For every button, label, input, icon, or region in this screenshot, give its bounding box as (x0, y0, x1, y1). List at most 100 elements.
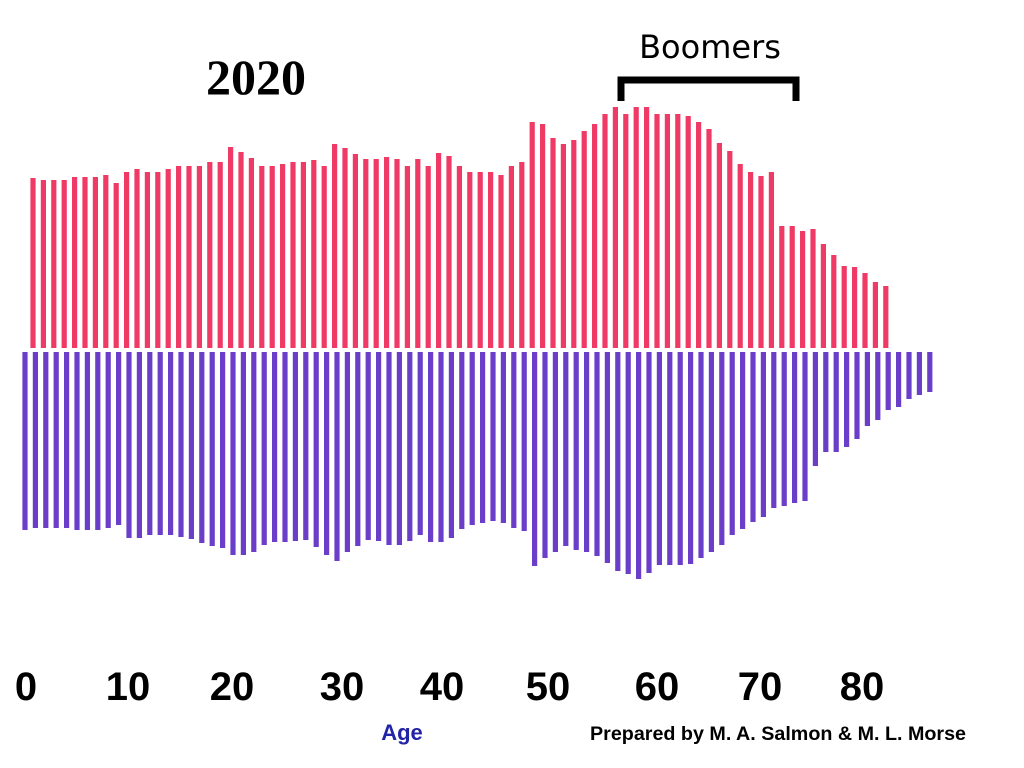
x-tick-label-40: 40 (420, 665, 465, 709)
bar-bottom-age-59 (636, 352, 642, 579)
bar-bottom-age-76 (812, 352, 818, 466)
bar-top-age-11 (144, 172, 150, 348)
bar-top-age-74 (800, 231, 806, 348)
bar-top-age-22 (259, 166, 265, 348)
bar-top-age-47 (519, 162, 525, 348)
bar-top-age-10 (134, 169, 140, 348)
bar-bottom-age-7 (95, 352, 101, 530)
bar-bottom-age-50 (542, 352, 548, 558)
bottom-series-bars (22, 352, 933, 579)
bar-bottom-age-87 (927, 352, 933, 392)
bar-top-age-3 (61, 180, 67, 348)
bar-bottom-age-0 (22, 352, 28, 530)
bar-top-age-52 (571, 140, 577, 348)
bar-top-age-0 (30, 178, 36, 348)
bar-bottom-age-30 (334, 352, 340, 561)
bar-top-age-19 (228, 147, 234, 348)
bar-top-age-2 (51, 180, 57, 348)
bar-bottom-age-6 (84, 352, 90, 530)
bar-top-age-82 (883, 286, 889, 348)
bar-bottom-age-68 (729, 352, 735, 535)
bar-top-age-38 (425, 166, 431, 348)
bar-top-age-28 (321, 166, 327, 348)
bar-top-age-56 (612, 107, 618, 348)
bar-bottom-age-52 (563, 352, 569, 546)
bar-top-age-69 (748, 172, 754, 348)
bar-bottom-age-31 (344, 352, 350, 552)
bar-bottom-age-13 (157, 352, 163, 535)
bar-top-age-58 (633, 107, 639, 348)
bar-top-age-80 (862, 273, 868, 348)
bar-top-age-67 (727, 151, 733, 348)
x-tick-label-30: 30 (320, 665, 365, 709)
bar-bottom-age-81 (864, 352, 870, 426)
bar-top-age-14 (176, 166, 182, 348)
bar-bottom-age-79 (844, 352, 850, 447)
bar-bottom-age-39 (428, 352, 434, 542)
bar-top-age-40 (446, 156, 452, 348)
bar-bottom-age-3 (53, 352, 59, 528)
bar-bottom-age-74 (792, 352, 798, 503)
bar-bottom-age-41 (448, 352, 454, 538)
bar-bottom-age-83 (885, 352, 891, 410)
bar-top-age-35 (394, 159, 400, 348)
bar-bottom-age-25 (282, 352, 288, 542)
x-axis-title: Age (381, 720, 423, 745)
bar-top-age-73 (789, 226, 795, 348)
bar-top-age-36 (404, 166, 410, 348)
bar-bottom-age-29 (324, 352, 330, 555)
bar-bottom-age-9 (116, 352, 122, 525)
bar-bottom-age-49 (532, 352, 538, 566)
bar-top-age-77 (831, 255, 837, 348)
bar-top-age-42 (467, 172, 473, 348)
x-tick-label-50: 50 (526, 665, 571, 709)
bar-top-age-48 (529, 122, 535, 348)
bar-bottom-age-61 (656, 352, 662, 565)
bar-top-age-1 (40, 180, 46, 348)
bar-bottom-age-55 (594, 352, 600, 556)
bar-top-age-75 (810, 229, 816, 348)
bar-bottom-age-42 (459, 352, 465, 529)
bar-top-age-57 (623, 114, 629, 348)
bar-bottom-age-28 (313, 352, 319, 547)
bar-bottom-age-32 (355, 352, 361, 546)
credit-text: Prepared by M. A. Salmon & M. L. Morse (590, 724, 966, 745)
bar-bottom-age-66 (708, 352, 714, 552)
bar-bottom-age-64 (688, 352, 694, 564)
bar-bottom-age-27 (303, 352, 309, 540)
bar-top-age-5 (82, 177, 88, 348)
bar-bottom-age-23 (261, 352, 267, 545)
bar-top-age-24 (280, 164, 286, 348)
bar-top-age-23 (269, 166, 275, 348)
top-series-bars (30, 107, 889, 348)
bar-top-age-61 (664, 114, 670, 348)
bar-bottom-age-51 (552, 352, 558, 552)
bar-top-age-76 (820, 244, 826, 348)
bar-bottom-age-26 (292, 352, 298, 541)
bar-bottom-age-12 (147, 352, 153, 535)
bar-top-age-49 (540, 124, 546, 348)
bar-bottom-age-4 (64, 352, 70, 528)
bar-top-age-70 (758, 176, 764, 348)
bar-top-age-62 (675, 114, 681, 348)
bar-top-age-18 (217, 162, 223, 348)
bar-top-age-9 (124, 172, 130, 348)
bar-top-age-16 (196, 166, 202, 348)
bar-top-age-4 (72, 177, 78, 348)
bar-bottom-age-1 (32, 352, 38, 528)
bar-bottom-age-65 (698, 352, 704, 558)
bar-bottom-age-82 (875, 352, 881, 420)
bar-top-age-33 (373, 159, 379, 348)
bar-bottom-age-84 (896, 352, 902, 407)
bar-top-age-15 (186, 166, 192, 348)
bar-bottom-age-60 (646, 352, 652, 573)
bar-top-age-8 (113, 183, 119, 348)
bar-top-age-20 (238, 152, 244, 348)
bar-bottom-age-19 (220, 352, 226, 548)
bar-bottom-age-77 (823, 352, 829, 452)
bar-bottom-age-20 (230, 352, 236, 555)
bar-top-age-63 (685, 116, 691, 348)
bar-top-age-60 (654, 114, 660, 348)
bar-bottom-age-8 (105, 352, 111, 528)
